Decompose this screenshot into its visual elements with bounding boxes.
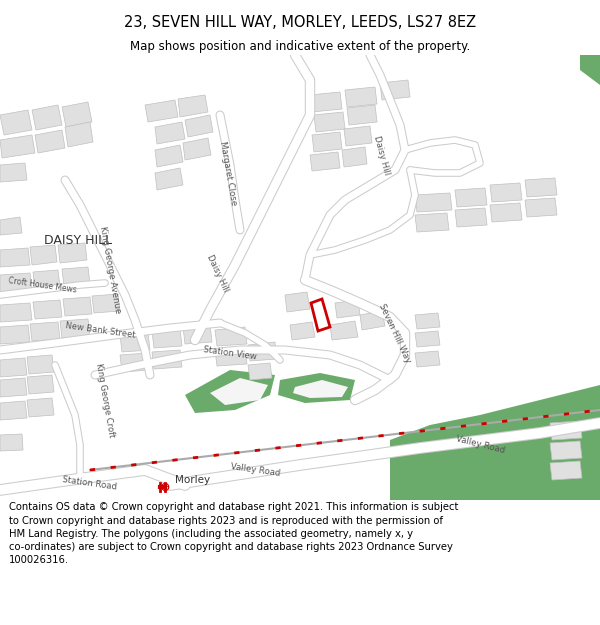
Polygon shape bbox=[330, 321, 358, 340]
Polygon shape bbox=[215, 327, 247, 346]
Polygon shape bbox=[30, 322, 60, 341]
Polygon shape bbox=[63, 297, 92, 316]
Polygon shape bbox=[310, 92, 342, 112]
Polygon shape bbox=[347, 105, 377, 125]
Polygon shape bbox=[178, 95, 208, 117]
Polygon shape bbox=[344, 126, 372, 146]
Polygon shape bbox=[360, 311, 385, 330]
Polygon shape bbox=[415, 351, 440, 367]
Polygon shape bbox=[62, 102, 92, 127]
Text: Daisy Hill: Daisy Hill bbox=[373, 134, 392, 176]
Text: New Bank Street: New Bank Street bbox=[64, 321, 136, 339]
Text: Seven Hill Way: Seven Hill Way bbox=[377, 302, 413, 364]
Polygon shape bbox=[490, 203, 522, 222]
Text: Croft House Mews: Croft House Mews bbox=[7, 276, 77, 294]
Text: King George Avenue: King George Avenue bbox=[98, 226, 122, 314]
Text: Map shows position and indicative extent of the property.: Map shows position and indicative extent… bbox=[130, 39, 470, 52]
Text: Morley: Morley bbox=[175, 475, 210, 485]
Polygon shape bbox=[285, 292, 310, 312]
Polygon shape bbox=[455, 188, 487, 207]
Polygon shape bbox=[490, 413, 545, 440]
Polygon shape bbox=[0, 217, 22, 235]
Text: Valley Road: Valley Road bbox=[230, 462, 280, 478]
Polygon shape bbox=[62, 267, 90, 286]
Text: King George Croft: King George Croft bbox=[94, 362, 116, 438]
Polygon shape bbox=[30, 245, 57, 265]
Text: DAISY HILL: DAISY HILL bbox=[44, 234, 112, 246]
Text: ⊕: ⊕ bbox=[160, 481, 170, 494]
Polygon shape bbox=[525, 178, 557, 197]
Polygon shape bbox=[0, 273, 32, 292]
Polygon shape bbox=[58, 243, 87, 263]
Polygon shape bbox=[335, 300, 360, 318]
Polygon shape bbox=[415, 193, 452, 212]
Polygon shape bbox=[345, 87, 377, 107]
Polygon shape bbox=[550, 421, 582, 440]
Polygon shape bbox=[0, 248, 30, 267]
Polygon shape bbox=[550, 441, 582, 460]
Polygon shape bbox=[0, 110, 32, 135]
Polygon shape bbox=[0, 303, 32, 322]
Polygon shape bbox=[27, 398, 54, 417]
Polygon shape bbox=[380, 80, 410, 100]
Polygon shape bbox=[185, 115, 213, 137]
Polygon shape bbox=[183, 325, 212, 344]
Polygon shape bbox=[32, 105, 62, 130]
Polygon shape bbox=[0, 163, 27, 182]
Polygon shape bbox=[215, 347, 247, 366]
Polygon shape bbox=[290, 322, 315, 340]
Text: Station Road: Station Road bbox=[62, 475, 118, 491]
Polygon shape bbox=[183, 138, 211, 160]
Polygon shape bbox=[0, 401, 27, 420]
Polygon shape bbox=[415, 313, 440, 329]
Polygon shape bbox=[248, 363, 272, 380]
Polygon shape bbox=[152, 350, 182, 369]
Polygon shape bbox=[185, 370, 275, 413]
Polygon shape bbox=[145, 100, 178, 122]
Polygon shape bbox=[550, 461, 582, 480]
Polygon shape bbox=[278, 373, 355, 403]
Polygon shape bbox=[65, 122, 93, 147]
Text: Daisy Hill: Daisy Hill bbox=[205, 253, 230, 293]
Polygon shape bbox=[0, 434, 23, 451]
Polygon shape bbox=[92, 294, 120, 313]
Text: Margaret Close: Margaret Close bbox=[218, 140, 238, 206]
Polygon shape bbox=[455, 208, 487, 227]
Text: Station View: Station View bbox=[203, 345, 257, 361]
Polygon shape bbox=[415, 331, 440, 347]
Polygon shape bbox=[525, 198, 557, 217]
Polygon shape bbox=[27, 375, 54, 394]
Polygon shape bbox=[155, 145, 183, 167]
Polygon shape bbox=[415, 213, 449, 232]
Polygon shape bbox=[35, 130, 65, 153]
Polygon shape bbox=[33, 300, 62, 319]
Polygon shape bbox=[120, 353, 150, 372]
Polygon shape bbox=[312, 132, 342, 152]
Polygon shape bbox=[27, 355, 54, 374]
Polygon shape bbox=[33, 270, 60, 289]
Polygon shape bbox=[0, 325, 30, 344]
Polygon shape bbox=[60, 319, 90, 338]
Polygon shape bbox=[310, 152, 340, 171]
Polygon shape bbox=[293, 380, 348, 398]
Polygon shape bbox=[314, 112, 345, 132]
Polygon shape bbox=[0, 358, 27, 377]
Polygon shape bbox=[248, 342, 277, 361]
Text: Contains OS data © Crown copyright and database right 2021. This information is : Contains OS data © Crown copyright and d… bbox=[9, 503, 458, 565]
Polygon shape bbox=[390, 385, 600, 500]
Polygon shape bbox=[152, 329, 182, 348]
Polygon shape bbox=[490, 183, 522, 202]
Polygon shape bbox=[155, 168, 183, 190]
Polygon shape bbox=[580, 55, 600, 85]
Polygon shape bbox=[342, 147, 367, 167]
Polygon shape bbox=[210, 378, 268, 405]
Polygon shape bbox=[0, 135, 35, 158]
Polygon shape bbox=[120, 333, 150, 352]
Text: Valley Road: Valley Road bbox=[455, 434, 505, 456]
Polygon shape bbox=[0, 378, 27, 397]
Text: 23, SEVEN HILL WAY, MORLEY, LEEDS, LS27 8EZ: 23, SEVEN HILL WAY, MORLEY, LEEDS, LS27 … bbox=[124, 16, 476, 31]
Polygon shape bbox=[155, 122, 185, 144]
